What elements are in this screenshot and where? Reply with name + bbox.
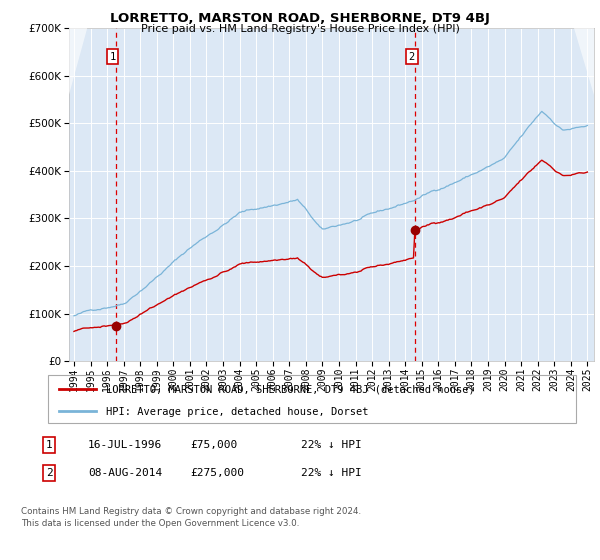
Text: 2: 2 xyxy=(409,52,415,62)
Text: £75,000: £75,000 xyxy=(190,440,238,450)
Polygon shape xyxy=(69,28,87,95)
Text: 08-AUG-2014: 08-AUG-2014 xyxy=(88,468,163,478)
Text: 22% ↓ HPI: 22% ↓ HPI xyxy=(301,440,362,450)
Text: Contains HM Land Registry data © Crown copyright and database right 2024.
This d: Contains HM Land Registry data © Crown c… xyxy=(21,507,361,528)
Text: HPI: Average price, detached house, Dorset: HPI: Average price, detached house, Dors… xyxy=(106,407,368,417)
Text: £275,000: £275,000 xyxy=(190,468,244,478)
Text: 22% ↓ HPI: 22% ↓ HPI xyxy=(301,468,362,478)
Text: Price paid vs. HM Land Registry's House Price Index (HPI): Price paid vs. HM Land Registry's House … xyxy=(140,24,460,34)
Polygon shape xyxy=(574,28,594,95)
Text: LORRETTO, MARSTON ROAD, SHERBORNE, DT9 4BJ: LORRETTO, MARSTON ROAD, SHERBORNE, DT9 4… xyxy=(110,12,490,25)
Text: LORRETTO, MARSTON ROAD, SHERBORNE, DT9 4BJ (detached house): LORRETTO, MARSTON ROAD, SHERBORNE, DT9 4… xyxy=(106,385,475,394)
Text: 1: 1 xyxy=(46,440,53,450)
Text: 16-JUL-1996: 16-JUL-1996 xyxy=(88,440,163,450)
Text: 1: 1 xyxy=(110,52,116,62)
Text: 2: 2 xyxy=(46,468,53,478)
